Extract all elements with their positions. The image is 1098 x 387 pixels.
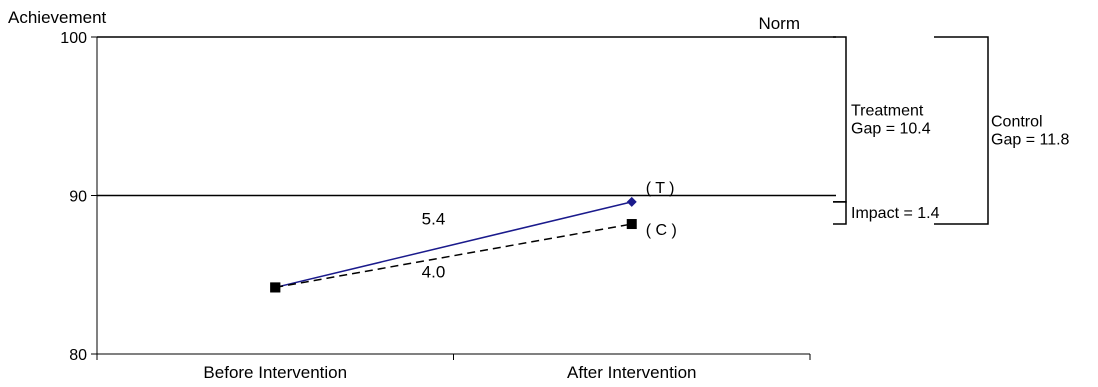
bracket-label: Gap = 11.8 [991,132,1070,149]
y-tick-label: 90 [69,189,87,206]
series-line [275,223,632,289]
data-point-marker [270,282,281,293]
bracket-label: Treatment [851,102,924,119]
x-tick-label: After Intervention [567,363,696,382]
bracket-label: Impact = 1.4 [851,205,940,222]
series-end-label: ( T ) [646,180,675,197]
change-label: 5.4 [422,210,446,229]
series-line [275,201,632,289]
bracket-label: Control [991,114,1043,131]
bracket [833,201,847,225]
bracket-label: Gap = 10.4 [851,120,931,137]
y-axis-title: Achievement [8,8,107,27]
change-label: 4.0 [422,263,446,282]
data-point-marker [626,196,637,207]
series-end-label: ( C ) [646,222,677,239]
bracket [833,36,847,203]
x-tick-label: Before Intervention [203,363,347,382]
y-tick-label: 80 [69,347,87,364]
bracket [934,36,989,225]
reference-line-label: Norm [758,14,800,33]
y-tick-label: 100 [60,30,87,47]
data-point-marker [626,219,637,230]
